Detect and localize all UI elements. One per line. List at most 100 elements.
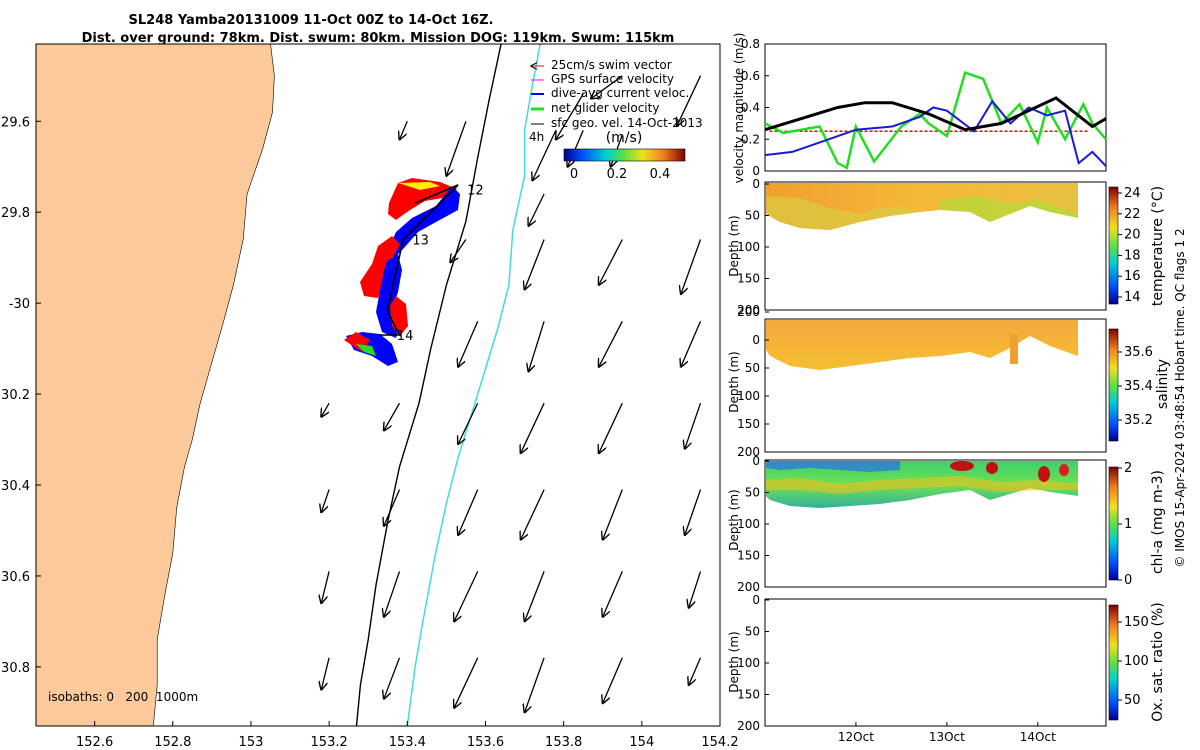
current-arrow [458,321,479,367]
current-arrow [384,489,401,526]
map-frame [35,43,721,727]
legend-gps-velocity: GPS surface velocity [551,72,674,86]
oxygen-x-tick-label: 13Oct [929,730,965,744]
temperature-y-tick-label: 100 [737,240,760,254]
salinity-colorbar-ticks: 35.2 35.4 35.6 [1118,345,1153,428]
salinity-y-tick-label: 50 [745,361,760,375]
chla-y-tick-label: 0 [752,454,760,468]
chla-surface-low [766,461,900,472]
colorbar-title: (m/s) [606,130,643,146]
current-arrow [681,239,702,295]
figure-title-line1: SL248 Yamba20131009 11-Oct 00Z to 14-Oct… [129,13,494,28]
map-y-tick-label: 30.8 [1,661,30,676]
current-arrow [321,657,330,690]
current-arrow [603,489,623,540]
temperature-colorbar-tick-label: 18 [1124,248,1141,263]
velocity-y-tick-label: 0.6 [741,69,760,83]
map-y-tick-label: -30 [9,297,30,312]
land-mass [36,44,275,726]
map-y-axis: 29.6 29.8 -30 30.2 30.4 30.6 30.8 [1,115,41,676]
map-x-tick-label: 152.8 [154,735,191,750]
oxygen-y-tick-label: 150 [737,688,760,702]
velocity-y-axis: 0 0.2 0.4 0.6 0.8 [741,37,769,178]
temperature-deep-layer [766,196,920,230]
temperature-y-tick-label: 50 [745,209,760,223]
oxygen-colorbar-tick-label: 50 [1124,693,1141,708]
current-arrow [525,657,545,713]
map-y-tick-label: 29.6 [1,115,30,130]
imos-credit: © IMOS 15-Apr-2024 03:48:54 Hobart time.… [1173,228,1187,567]
velocity-y-tick-label: 0.2 [741,132,760,146]
oxygen-frame [764,598,1107,727]
glider-swath [344,178,460,366]
map-y-tick-label: 30.4 [1,479,30,494]
velocity-panel: 0 0.2 0.4 0.6 0.8 velocity magnitude (m/s) [732,33,1107,183]
salinity-streak [1010,334,1018,364]
current-arrow [458,489,479,535]
current-arrow [384,571,401,617]
chla-hotspot-3 [1038,466,1050,482]
chla-ylabel: Depth (m) [727,489,741,550]
current-arrow [556,93,584,140]
current-arrow [454,657,479,708]
chla-y-tick-label: 200 [737,580,760,594]
chla-y-tick-label: 100 [737,517,760,531]
temperature-colorbar-tick-label: 16 [1124,269,1141,284]
map-panel: 12 13 14 152.6 152.8 153 153.2 153.4 153.6 153.8… [1,43,739,750]
chla-hotspot-2 [986,462,998,474]
temperature-colorbar-tick-label: 22 [1124,207,1141,222]
current-arrow [685,402,702,449]
chla-colorbar [1108,466,1119,581]
current-arrow [450,239,467,263]
velocity-series [764,70,1107,170]
current-arrow [599,239,623,286]
current-arrow [603,657,623,704]
current-arrow [521,489,545,540]
temperature-colorbar-tick-label: 24 [1124,186,1141,201]
map-x-tick-label: 153.8 [545,735,582,750]
current-arrow [689,571,702,607]
oxygen-y-axis: 0 50 100 150 200 [737,593,769,733]
current-arrow [681,321,702,367]
map-x-tick-label: 154.2 [701,735,738,750]
swath-green-south [356,344,376,356]
current-arrow [458,402,479,444]
salinity-y-tick-label: 150 [737,417,760,431]
oxygen-x-tick-label: 12Oct [838,730,874,744]
velocity-y-tick-label: 0.4 [741,101,760,115]
current-arrow [591,75,623,99]
current-arrow [384,657,401,699]
legend-sfc-geo: sfc geo. vel. 14-Oct-2013 [551,116,703,130]
salinity-y-tick-label: 200 [737,305,760,319]
current-arrow [521,402,545,453]
legend-net-velocity: net glider velocity [551,101,659,115]
map-x-tick-label: 153.4 [389,735,426,750]
current-arrow [599,321,623,367]
speed-colorbar [563,148,686,162]
temperature-y-tick-label: 150 [737,272,760,286]
temperature-colorbar [1108,186,1119,305]
salinity-colorbar [1108,328,1119,442]
figure-title-line2: Dist. over ground: 78km. Dist. swum: 80k… [82,31,675,46]
temperature-y-axis: 0 50 100 150 200 [737,177,769,317]
oxygen-y-tick-label: 0 [752,593,760,607]
temperature-y-tick-label: 200 [737,303,760,317]
isobath-1000m-line [406,44,541,726]
salinity-y-tick-label: 100 [737,389,760,403]
temperature-colorbar-ticks: 14 16 18 20 22 24 [1118,186,1141,305]
chla-colorbar-tick-label: 0 [1124,573,1132,588]
map-x-tick-label: 154 [629,735,654,750]
oxygen-ylabel: Depth (m) [727,631,741,692]
map-legend: 25cm/s swim vector GPS surface velocity … [529,58,703,182]
temperature-ylabel: Depth (m) [727,215,741,276]
current-arrow [689,657,702,685]
current-arrow [321,571,330,603]
day-labels: 12 13 14 [397,184,484,345]
salinity-colorbar-tick-label: 35.2 [1124,413,1153,428]
map-x-tick-label: 153 [239,735,264,750]
oxygen-colorbar-label: Ox. sat. ratio (%) [1150,602,1166,721]
map-x-axis: 152.6 152.8 153 153.2 153.4 153.6 153.8 154 154.… [76,721,739,750]
map-x-tick-label: 153.2 [311,735,348,750]
current-arrow [446,121,467,176]
